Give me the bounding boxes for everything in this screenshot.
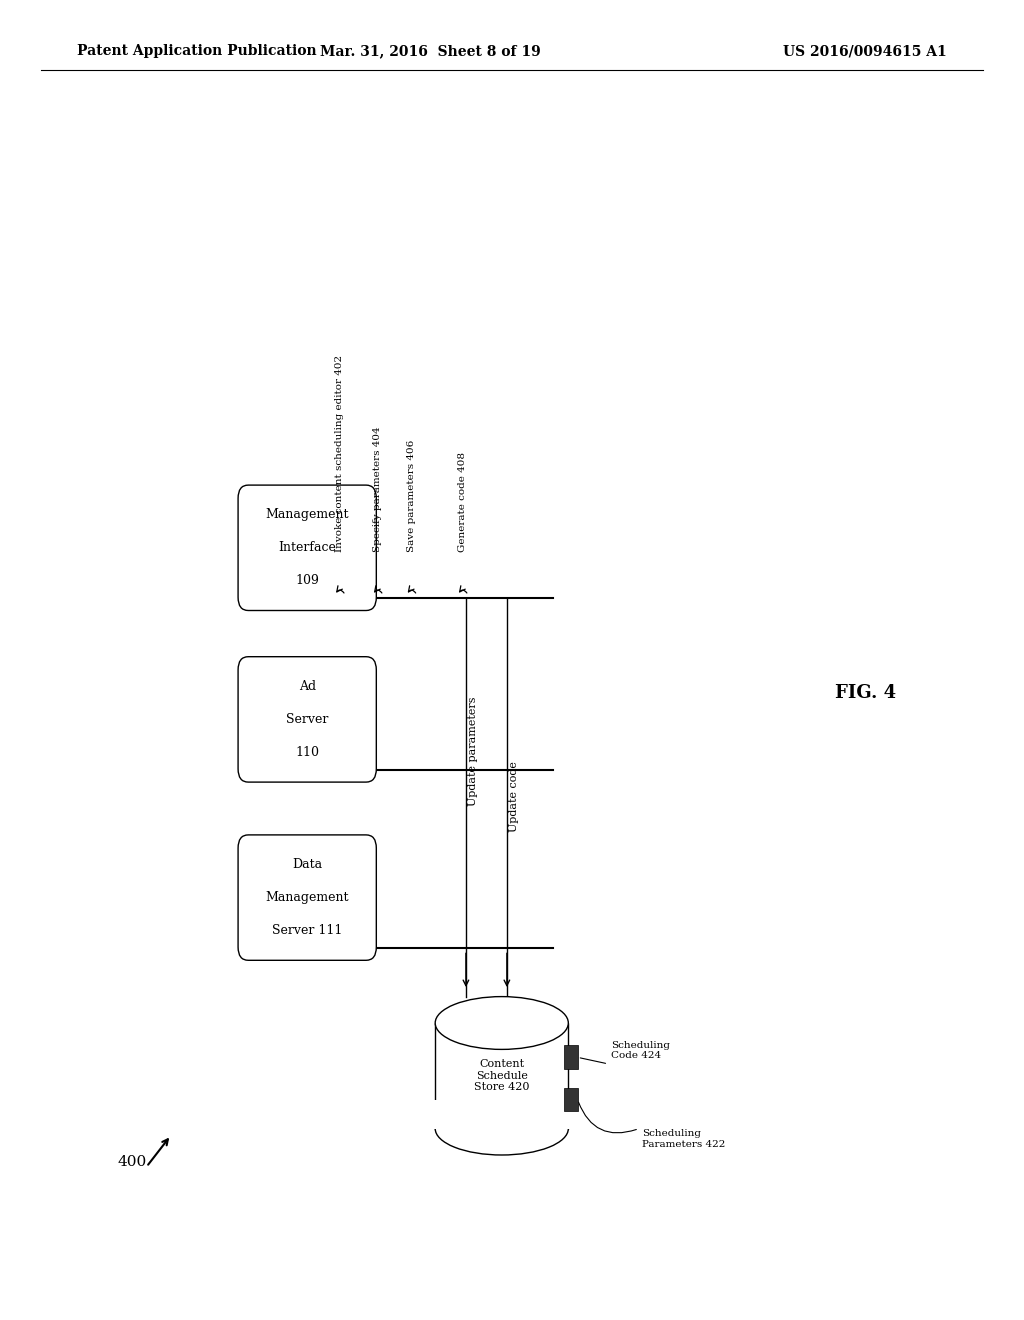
Bar — [564, 1088, 578, 1111]
Text: Invoke content scheduling editor 402: Invoke content scheduling editor 402 — [335, 355, 344, 552]
Text: US 2016/0094615 A1: US 2016/0094615 A1 — [783, 45, 947, 58]
Text: 110: 110 — [295, 746, 319, 759]
Text: Scheduling
Code 424: Scheduling Code 424 — [611, 1041, 671, 1060]
Bar — [564, 1045, 578, 1069]
Text: Save parameters 406: Save parameters 406 — [407, 440, 416, 552]
Text: Mar. 31, 2016  Sheet 8 of 19: Mar. 31, 2016 Sheet 8 of 19 — [319, 45, 541, 58]
Bar — [435, 1023, 568, 1129]
Text: Management: Management — [265, 508, 349, 521]
Text: Scheduling
Parameters 422: Scheduling Parameters 422 — [642, 1130, 725, 1148]
Text: Update code: Update code — [509, 762, 519, 833]
Text: Ad: Ad — [299, 680, 315, 693]
Text: Generate code 408: Generate code 408 — [458, 451, 467, 552]
Text: Specify parameters 404: Specify parameters 404 — [373, 426, 382, 552]
Text: Update parameters: Update parameters — [468, 697, 478, 805]
FancyBboxPatch shape — [238, 486, 377, 610]
Text: Patent Application Publication: Patent Application Publication — [77, 45, 316, 58]
Text: Data: Data — [292, 858, 323, 871]
Text: Content
Schedule
Store 420: Content Schedule Store 420 — [474, 1059, 529, 1093]
Text: Interface: Interface — [279, 541, 336, 554]
Ellipse shape — [435, 997, 568, 1049]
Ellipse shape — [435, 1102, 568, 1155]
FancyBboxPatch shape — [238, 656, 377, 781]
Text: 400: 400 — [118, 1155, 147, 1168]
Text: Management: Management — [265, 891, 349, 904]
Text: Server 111: Server 111 — [272, 924, 342, 937]
Bar — [433, 1100, 570, 1129]
Text: FIG. 4: FIG. 4 — [835, 684, 896, 702]
Text: 109: 109 — [295, 574, 319, 587]
Text: Server: Server — [286, 713, 329, 726]
FancyBboxPatch shape — [238, 834, 377, 961]
